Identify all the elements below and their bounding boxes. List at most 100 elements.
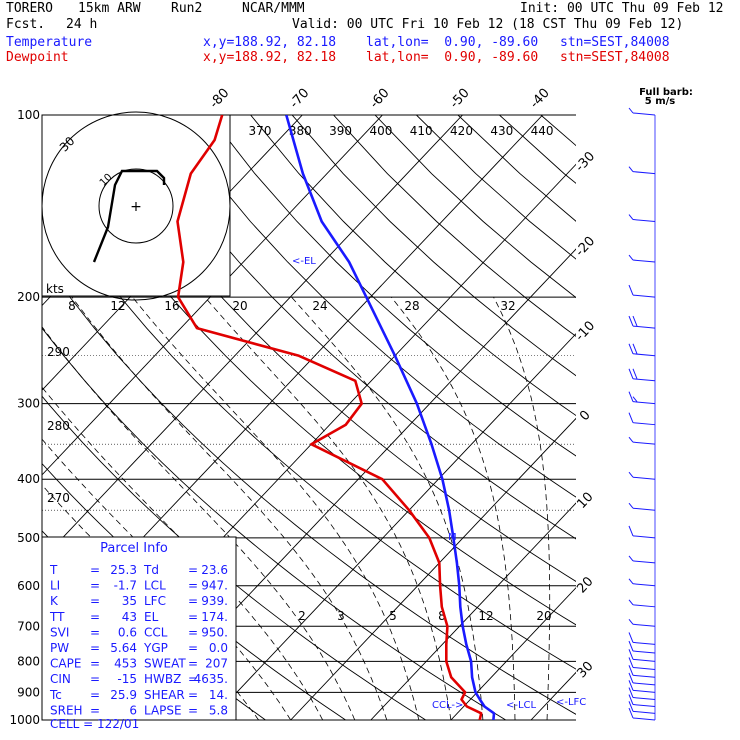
moist-adiabat [493, 296, 551, 720]
pressure-tick-label: 100 [17, 108, 40, 122]
wind-legend-value: 5 m/s [645, 96, 676, 107]
temperature-curve [285, 115, 496, 720]
wind-barb-shaft [632, 171, 656, 175]
wind-barb-feather [632, 343, 638, 354]
temperature-tick-label: -40 [527, 86, 552, 112]
wind-barb-feather [628, 680, 634, 691]
parcel-label: TT [49, 610, 65, 624]
parcel-label: Td [143, 563, 159, 577]
wind-barb-feather [628, 368, 634, 379]
pressure-tick-labels: 100 200 300 400 500 600 700 800 900 1000 [9, 108, 40, 727]
parcel-value: 939. [201, 594, 228, 608]
temperature-tick-label: -60 [367, 86, 392, 112]
wind-barb-shaft [632, 658, 656, 662]
wind-barbs [628, 107, 656, 721]
wind-barb-feather [628, 436, 634, 443]
wind-barb-shaft [632, 441, 656, 445]
parcel-eq: = [188, 688, 198, 702]
isotherm [210, 333, 576, 720]
wind-barb-feather [628, 640, 634, 652]
isotherm [370, 502, 576, 720]
theta-e-label: 410 [410, 124, 433, 138]
parcel-value: 25.3 [110, 563, 137, 577]
parcel-label: Tc [49, 688, 62, 702]
parcel-value: 174. [201, 610, 228, 624]
wind-barb-shaft [632, 689, 656, 693]
theta-label: 290 [47, 345, 70, 359]
parcel-eq: = [188, 657, 198, 671]
dew-station: stn=SEST,84008 [560, 50, 670, 65]
pressure-tick-label: 400 [17, 472, 40, 486]
mixing-ratio-label: 2 [298, 609, 306, 623]
parcel-value: 5.8 [209, 703, 228, 717]
hodograph-center: + [130, 199, 142, 215]
temperature-tick-label: 30 [574, 659, 596, 681]
moist-adiabat [204, 296, 452, 720]
temp-latlon: lat,lon= 0.90, -89.60 [366, 35, 539, 50]
wind-barb-shaft [632, 682, 656, 686]
dry-adiabat [582, 115, 740, 720]
temperature-tick-label: 0 [577, 408, 594, 424]
parcel-label: SWEAT [144, 657, 186, 671]
wind-barb-shaft [632, 219, 656, 223]
wind-barb-feather [628, 214, 634, 220]
parcel-eq: = [188, 625, 198, 639]
parcel-label: LFC [144, 594, 166, 608]
mixing-ratio-label: 12 [478, 609, 493, 623]
temperature-tick-label: -70 [287, 86, 312, 112]
theta-e-label: 440 [531, 124, 554, 138]
wind-barb-shaft [632, 325, 656, 329]
dry-adiabat [457, 115, 576, 222]
parcel-eq: = [90, 563, 100, 577]
parcel-value: 5.64 [110, 641, 137, 655]
forecast-label: Fcst. [6, 17, 46, 32]
model-name: TORERO [6, 1, 53, 16]
wind-barb-shaft [632, 476, 656, 480]
mixing-ratio-label: 5 [389, 609, 397, 623]
wind-barb-feather [628, 315, 634, 327]
parcel-value: 23.6 [201, 563, 228, 577]
parcel-value: 453 [114, 657, 137, 671]
wind-barb-feather [628, 694, 634, 705]
init-time: Init: 00 UTC Thu 09 Feb 12 [520, 1, 724, 16]
lfc-marker: <-LFC [556, 697, 586, 708]
mixing-ratio-label: 8 [438, 609, 446, 623]
wind-legend-title: Full barb: [639, 87, 693, 98]
pressure-tick-label: 300 [17, 397, 40, 411]
parcel-label: CCL [144, 625, 168, 639]
parcel-label: LI [50, 579, 60, 593]
hodograph-units: kts [46, 282, 64, 296]
temperature-tick-label: 10 [574, 490, 596, 512]
parcel-label: HWBZ [144, 672, 181, 686]
wind-barb-feather [628, 343, 634, 354]
pressure-tick-label: 500 [17, 531, 40, 545]
wind-barb-feather [628, 665, 634, 676]
header: TORERO 15km ARW Run2 NCAR/MMM Init: 00 U… [0, 0, 740, 70]
theta-label: 280 [47, 419, 70, 433]
parcel-label: LAPSE [144, 703, 182, 717]
wind-barb-feather [628, 166, 634, 172]
isotherm [530, 671, 576, 720]
wind-barb-feather [628, 672, 634, 684]
theta-e-label: 390 [329, 124, 352, 138]
wind-barb-feather [628, 632, 634, 643]
pressure-tick-label: 600 [17, 579, 40, 593]
parcel-value: 0.0 [209, 641, 228, 655]
wind-barb-feather [628, 107, 634, 114]
parcel-label: K [50, 594, 59, 608]
dry-adiabat [416, 115, 576, 260]
parcel-label: CIN [50, 672, 71, 686]
dew-latlon: lat,lon= 0.90, -89.60 [366, 50, 539, 65]
wind-barb-shaft [632, 507, 656, 511]
level-markers: <-EL M CCL-> <-LCL <-LFC [292, 256, 586, 711]
wind-barb-feather [632, 368, 638, 379]
parcel-value: 950. [201, 625, 228, 639]
theta-e-label: 400 [369, 124, 392, 138]
temp-xy: x,y=188.92, 82.18 [203, 35, 337, 50]
parcel-eq: = [188, 579, 198, 593]
parcel-label: LCL [144, 579, 166, 593]
wind-barb-shaft [632, 353, 656, 357]
parcel-eq: = [188, 594, 198, 608]
wind-barb-shaft [632, 604, 656, 608]
sounding-curves [176, 115, 496, 720]
